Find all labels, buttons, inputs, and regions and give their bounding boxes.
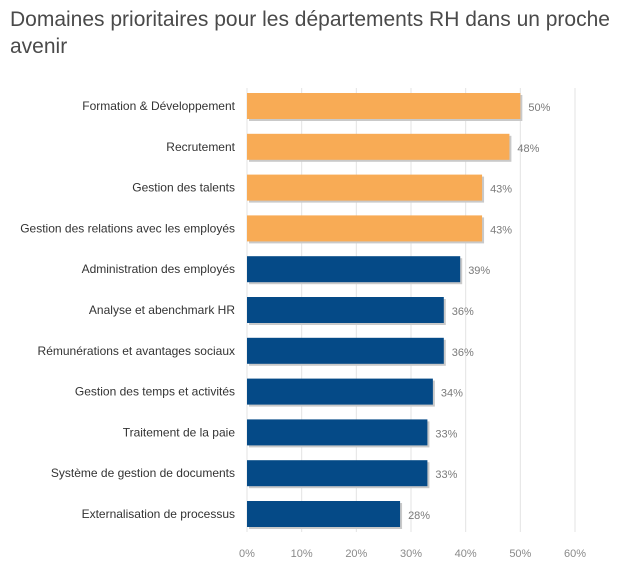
bar: [247, 93, 521, 119]
bar: [247, 460, 428, 487]
bar: [247, 297, 444, 323]
bar: [247, 378, 433, 405]
category-label: Externalisation de processus: [82, 507, 235, 521]
value-label: 36%: [452, 306, 474, 318]
x-tick-label: 50%: [509, 548, 531, 560]
category-labels: Formation & Développement Recrutement Gest…: [20, 99, 235, 521]
x-tick-label: 30%: [400, 548, 422, 560]
bars: [247, 93, 523, 529]
category-label: Gestion des talents: [132, 181, 235, 195]
value-label: 43%: [490, 184, 512, 196]
category-label: Gestion des relations avec les employés: [20, 221, 235, 235]
value-label: 48%: [517, 143, 539, 155]
category-label: Rémunérations et avantages sociaux: [38, 344, 235, 358]
value-label: 28%: [408, 510, 430, 522]
x-axis-ticks: 0% 10% 20% 30% 40% 50% 60%: [239, 548, 586, 560]
bar: [247, 215, 483, 242]
category-label: Recrutement: [166, 140, 235, 154]
x-tick-label: 10%: [291, 548, 313, 560]
category-label: Traitement de la paie: [123, 425, 236, 439]
value-label: 50%: [528, 102, 550, 114]
category-label: Analyse et abenchmark HR: [89, 303, 235, 317]
x-tick-label: 60%: [564, 548, 586, 560]
category-label: Système de gestion de documents: [51, 466, 235, 480]
x-tick-label: 40%: [455, 548, 477, 560]
value-label: 34%: [441, 388, 463, 400]
grid-lines: [246, 88, 576, 532]
bar: [247, 256, 461, 283]
value-label: 33%: [435, 428, 457, 440]
value-label: 39%: [468, 265, 490, 277]
bar: [247, 419, 428, 446]
value-label: 43%: [490, 224, 512, 236]
bar: [247, 501, 401, 527]
value-labels: 50% 48% 43% 43% 39% 36% 36% 34% 33% 33% 28%: [408, 102, 551, 522]
category-label: Gestion des temps et activités: [75, 385, 235, 399]
bar: [247, 174, 483, 201]
category-label: Administration des employés: [82, 262, 235, 276]
value-label: 36%: [452, 347, 474, 359]
bar: [247, 337, 444, 364]
chart-title: Domaines prioritaires pour les départeme…: [10, 8, 610, 58]
category-label: Formation & Développement: [82, 99, 235, 113]
x-tick-label: 0%: [239, 548, 255, 560]
x-tick-label: 20%: [345, 548, 367, 560]
value-label: 33%: [435, 469, 457, 481]
bar: [247, 133, 510, 160]
